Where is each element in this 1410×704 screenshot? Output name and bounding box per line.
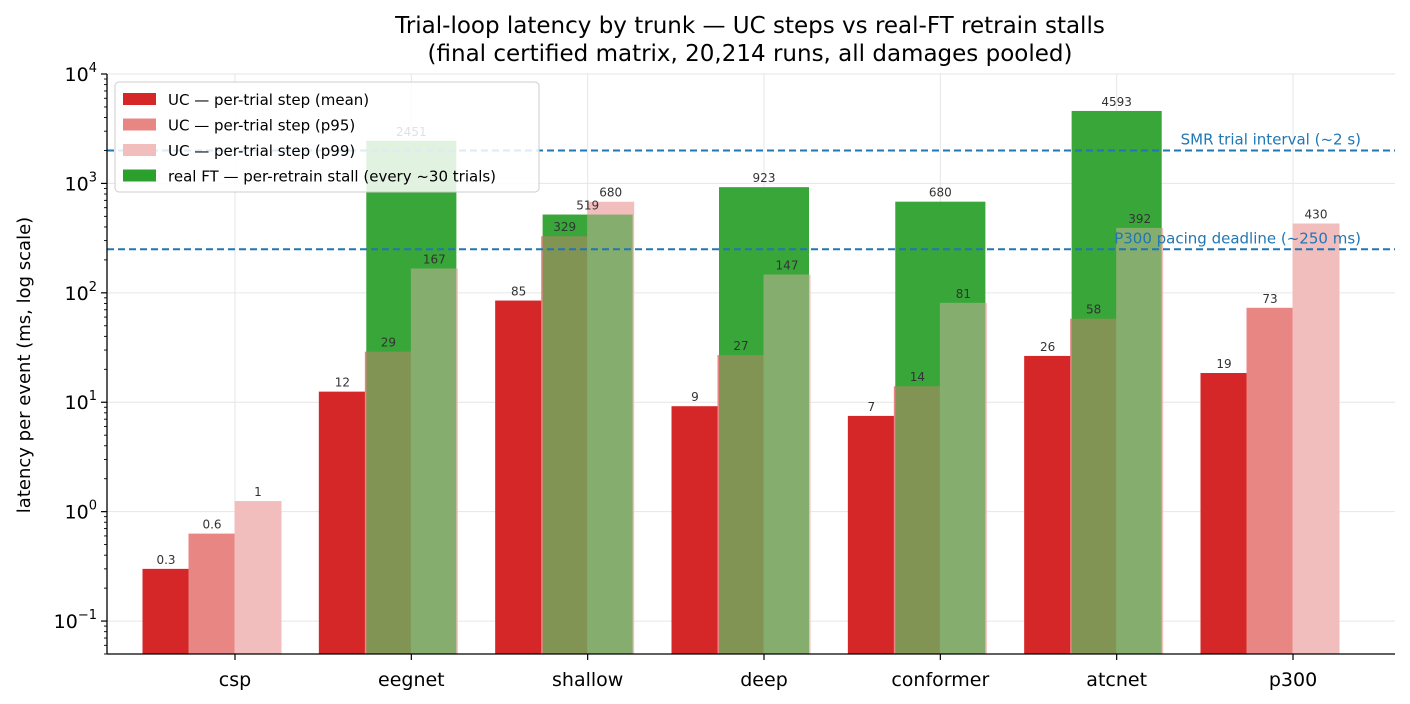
- axes: 10−1 100 101 102 103 104 csp eegnet shallow deep c…: [54, 61, 1395, 691]
- reference-line-label-0: SMR trial interval (~2 s): [1181, 130, 1361, 148]
- bar-uc-mean-eegnet: [318, 391, 366, 654]
- bar-uc-mean-atcnet: [1024, 355, 1072, 654]
- legend-swatch-0: [123, 93, 156, 105]
- bar-uc-p95-p300: [1246, 307, 1294, 654]
- bar-uc-p95-csp: [188, 533, 236, 654]
- chart-title-line2: (final certified matrix, 20,214 runs, al…: [428, 41, 1073, 67]
- chart-title-line1: Trial-loop latency by trunk — UC steps v…: [394, 13, 1105, 39]
- bar-label-uc-mean-atcnet: 26: [1040, 340, 1055, 354]
- bar-label-realft-conformer: 680: [929, 186, 952, 200]
- bar-realft-overlay-shallow: [542, 214, 633, 654]
- bar-label-uc-mean-deep: 9: [691, 390, 699, 404]
- bar-uc-mean-conformer: [847, 415, 895, 654]
- x-tick-label-p300: p300: [1269, 669, 1317, 691]
- x-tick-label-deep: deep: [740, 669, 788, 691]
- y-tick-label: 102: [65, 280, 97, 305]
- bar-label-uc-p99-shallow: 680: [599, 186, 622, 200]
- bar-realft-overlay-atcnet: [1071, 110, 1162, 654]
- bar-label-realft-shallow: 519: [576, 199, 599, 213]
- bar-uc-p99-csp: [234, 501, 282, 654]
- bar-realft-overlay-conformer: [895, 201, 986, 655]
- bar-label-uc-mean-eegnet: 12: [335, 376, 350, 390]
- bars: [142, 110, 1340, 655]
- bar-uc-mean-deep: [671, 406, 719, 654]
- bar-label-uc-p95-conformer: 14: [910, 370, 925, 384]
- bar-label-uc-p99-eegnet: 167: [423, 252, 446, 266]
- legend-swatch-3: [123, 169, 156, 182]
- bar-label-uc-p99-csp: 1: [254, 485, 262, 499]
- bar-uc-mean-p300: [1200, 373, 1248, 654]
- bar-label-uc-mean-conformer: 7: [868, 400, 876, 414]
- bar-uc-p99-p300: [1292, 223, 1340, 654]
- legend-entry-3: real FT — per-retrain stall (every ~30 t…: [168, 168, 496, 186]
- reference-line-label-1: P300 pacing deadline (~250 ms): [1114, 229, 1361, 247]
- bar-label-uc-p95-eegnet: 29: [381, 336, 396, 350]
- x-tick-label-conformer: conformer: [891, 669, 989, 691]
- legend-swatch-2: [123, 144, 156, 156]
- y-tick-label: 10−1: [54, 608, 97, 633]
- legend-box: [114, 81, 540, 193]
- bar-realft-overlay-deep: [719, 187, 809, 654]
- bar-label-uc-p99-atcnet: 392: [1128, 212, 1151, 226]
- x-tick-label-csp: csp: [219, 669, 251, 691]
- bar-label-uc-p95-csp: 0.6: [202, 518, 221, 532]
- bar-label-realft-atcnet: 4593: [1101, 95, 1132, 109]
- bar-label-realft-deep: 923: [753, 171, 776, 185]
- legend: UC — per-trial step (mean) UC — per-trial…: [114, 81, 540, 193]
- bar-label-uc-mean-csp: 0.3: [156, 553, 175, 567]
- legend-entry-2: UC — per-trial step (p99): [168, 142, 355, 160]
- bar-label-uc-p99-conformer: 81: [956, 287, 971, 301]
- bar-realft-overlay-eegnet: [366, 140, 457, 654]
- legend-entry-0: UC — per-trial step (mean): [168, 91, 369, 109]
- x-tick-label-shallow: shallow: [552, 669, 623, 691]
- bar-label-uc-mean-p300: 19: [1216, 357, 1231, 371]
- bar-uc-mean-csp: [142, 568, 190, 654]
- x-tick-label-eegnet: eegnet: [378, 669, 445, 691]
- y-tick-label: 100: [65, 499, 97, 524]
- bar-label-uc-mean-shallow: 85: [511, 285, 526, 299]
- x-tick-label-atcnet: atcnet: [1086, 669, 1147, 691]
- bar-label-uc-p95-shallow: 329: [553, 220, 576, 234]
- y-tick-label: 103: [65, 170, 97, 195]
- bar-label-uc-p99-p300: 430: [1305, 208, 1328, 222]
- y-tick-label: 104: [65, 61, 97, 86]
- y-tick-label: 101: [65, 389, 97, 414]
- bar-label-uc-p95-atcnet: 58: [1086, 303, 1101, 317]
- bar-label-uc-p95-deep: 27: [733, 339, 748, 353]
- bar-uc-mean-shallow: [495, 300, 543, 654]
- bar-label-uc-p95-p300: 73: [1262, 292, 1277, 306]
- y-axis-label: latency per event (ms, log scale): [14, 217, 35, 513]
- legend-swatch-1: [123, 118, 156, 131]
- bar-label-uc-p99-deep: 147: [776, 259, 799, 273]
- legend-entry-1: UC — per-trial step (p95): [168, 117, 355, 135]
